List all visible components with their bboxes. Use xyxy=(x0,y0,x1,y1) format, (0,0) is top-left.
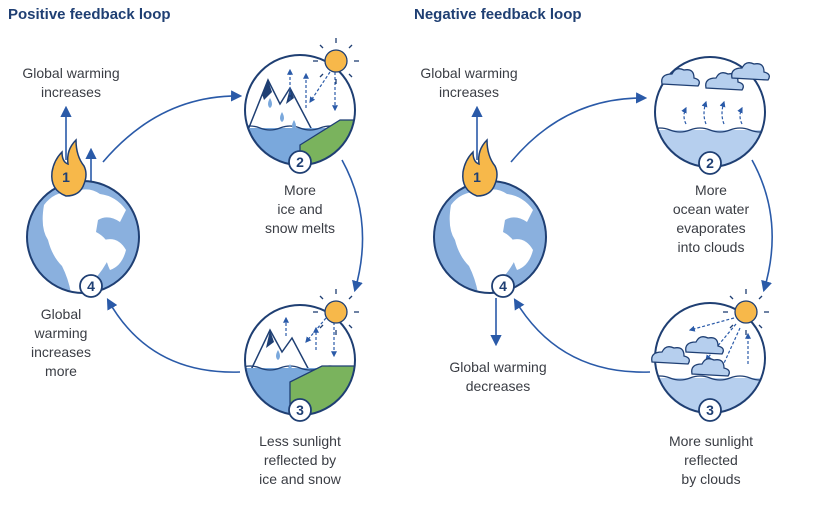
cloud-icon xyxy=(661,62,770,91)
negative-step-number: 4 xyxy=(499,278,507,294)
earth-icon xyxy=(27,181,139,293)
positive-step-1-badge: 1 xyxy=(62,169,70,185)
droplet-icon xyxy=(268,98,272,108)
arrow-reflect-to-earth xyxy=(106,298,241,373)
arrow-evaporation-to-clouds xyxy=(751,159,773,293)
sun-icon xyxy=(313,38,359,84)
negative-step-number: 1 xyxy=(473,169,481,185)
negative-step-1-badge: 1 xyxy=(473,169,481,185)
negative-step-3-badge: 3 xyxy=(698,398,722,422)
negative-label-warming-decreases: Global warming decreases xyxy=(449,359,547,394)
positive-step-4-badge: 4 xyxy=(79,274,103,298)
sun-icon xyxy=(723,289,769,335)
arrow-earth-to-evaporation xyxy=(510,92,648,163)
arrow-earth-to-ice xyxy=(102,90,243,163)
negative-loop-title: Negative feedback loop xyxy=(414,6,582,23)
negative-step-2-badge: 2 xyxy=(698,151,722,175)
positive-step-3-badge: 3 xyxy=(288,398,312,422)
positive-step-number: 3 xyxy=(296,402,304,418)
positive-step-2-badge: 2 xyxy=(288,150,312,174)
earth-icon xyxy=(434,181,546,293)
flame-icon xyxy=(51,138,87,197)
negative-step-number: 3 xyxy=(706,402,714,418)
positive-step-number: 2 xyxy=(296,154,304,170)
negative-label-more-sunlight: More sunlight reflected by clouds xyxy=(668,433,754,487)
positive-step-number: 4 xyxy=(87,278,95,294)
cloud-icon xyxy=(651,336,730,377)
negative-step-4-badge: 4 xyxy=(491,274,515,298)
negative-label-warming-increases: Global warming increases xyxy=(420,65,518,100)
positive-label-ice-melts: More ice and snow melts xyxy=(264,182,336,236)
positive-loop-title: Positive feedback loop xyxy=(8,6,171,23)
arrow-ice-to-reflect xyxy=(341,159,364,293)
sun-icon xyxy=(313,289,359,335)
negative-label-evaporates: More ocean water evaporates into clouds xyxy=(672,182,750,255)
positive-label-less-sunlight: Less sunlight reflected by ice and snow xyxy=(259,433,341,487)
positive-label-warming-more: Global warming increases more xyxy=(31,306,91,379)
positive-label-warming-increases: Global warming increases xyxy=(22,65,120,100)
arrow-clouds-to-earth xyxy=(513,298,651,373)
positive-step-number: 1 xyxy=(62,169,70,185)
negative-step-number: 2 xyxy=(706,155,714,171)
flame-icon xyxy=(462,138,498,197)
